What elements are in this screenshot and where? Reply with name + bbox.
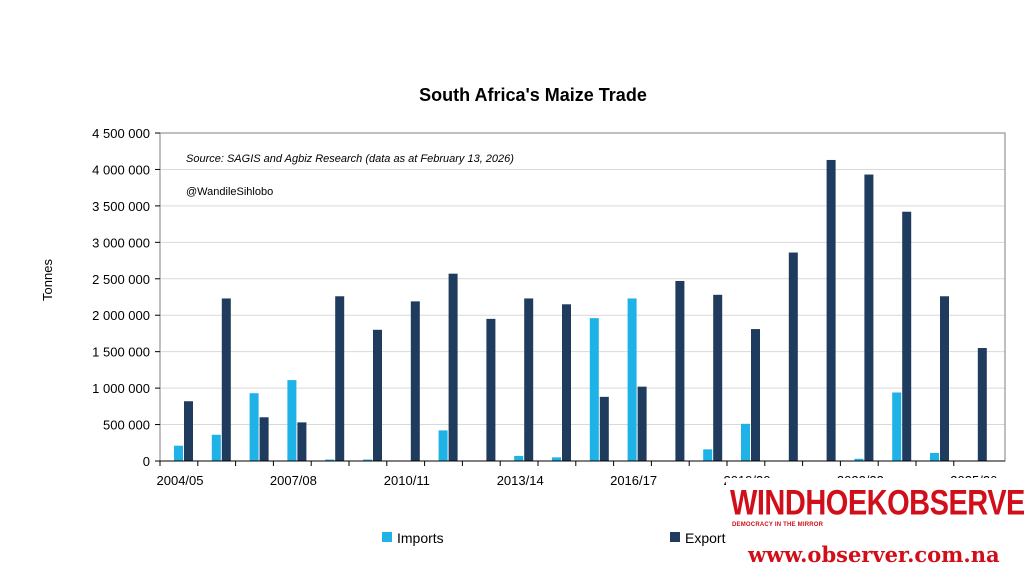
windhoek-observer-watermark: WINDHOEK OBSERVER DEMOCRACY IN THE MIRRO… (726, 478, 1024, 576)
bar-imports (627, 298, 637, 461)
bar-imports (589, 318, 599, 461)
bar-exports (788, 252, 798, 461)
watermark-url: www.observer.com.na (748, 542, 1000, 567)
bar-exports (599, 396, 609, 461)
y-tick-label: 4 000 000 (92, 162, 150, 177)
y-tick-label: 0 (143, 454, 150, 469)
x-tick-label: 2013/14 (497, 473, 544, 488)
bar-imports (438, 430, 448, 461)
y-tick-label: 3 500 000 (92, 199, 150, 214)
bar-imports (325, 459, 335, 461)
bar-exports (940, 296, 949, 461)
bar-exports (826, 159, 836, 462)
bar-exports (977, 348, 987, 461)
bar-imports (854, 458, 864, 461)
bar-exports (675, 280, 685, 461)
author-handle: @WandileSihlobo (186, 186, 273, 198)
bar-imports (287, 380, 297, 461)
bars (174, 159, 987, 462)
y-tick-label: 1 000 000 (92, 381, 150, 396)
y-tick-label: 2 500 000 (92, 272, 150, 287)
bar-exports (864, 174, 874, 461)
bar-exports (410, 301, 420, 461)
bar-imports (363, 459, 372, 461)
watermark-word-right: OBSERVER (887, 484, 1024, 523)
y-tick-label: 500 000 (103, 418, 150, 433)
bar-exports (448, 273, 458, 461)
bar-imports (552, 457, 561, 461)
y-tick-label: 4 500 000 (92, 126, 150, 141)
legend: Imports Exports (382, 530, 732, 546)
bar-exports (637, 386, 647, 461)
bar-exports (335, 296, 345, 461)
bar-imports (514, 455, 524, 461)
grid-lines (160, 168, 1005, 426)
bar-imports (930, 452, 939, 461)
x-tick-label: 2007/08 (270, 473, 317, 488)
watermark-brand: WINDHOEK OBSERVER (730, 484, 1024, 524)
y-tick-label: 1 500 000 (92, 345, 150, 360)
bar-imports (741, 423, 750, 461)
bar-exports (297, 422, 307, 461)
bar-imports (174, 445, 183, 461)
watermark-tagline: DEMOCRACY IN THE MIRROR (732, 522, 824, 528)
y-tick-label: 3 000 000 (92, 235, 150, 250)
bar-exports (259, 417, 269, 461)
plot-area (159, 132, 1006, 462)
legend-label-imports: Imports (397, 530, 444, 546)
legend-label-exports: Exports (685, 530, 732, 546)
bar-imports (211, 434, 221, 461)
bar-imports (703, 449, 713, 461)
bar-exports (713, 294, 723, 461)
chart-title: South Africa's Maize Trade (419, 85, 647, 105)
bar-exports (184, 401, 193, 461)
bar-imports (892, 392, 902, 461)
source-note: Source: SAGIS and Agbiz Research (data a… (186, 153, 514, 165)
bar-exports (562, 304, 571, 461)
x-tick-label: 2004/05 (157, 473, 204, 488)
bar-exports (524, 298, 534, 461)
y-axis: 0 500 000 1 000 000 1 500 000 2 000 000 2 500… (92, 126, 160, 469)
bar-exports (373, 329, 382, 461)
legend-swatch-imports (382, 532, 392, 542)
watermark-word-left: WINDHOEK (730, 484, 888, 523)
legend-swatch-exports (670, 532, 680, 542)
bar-exports (751, 329, 760, 461)
y-tick-label: 2 000 000 (92, 308, 150, 323)
x-tick-label: 2010/11 (384, 473, 430, 488)
y-axis-label: Tonnes (40, 259, 55, 301)
bar-exports (902, 211, 912, 461)
bar-exports (221, 298, 231, 461)
bar-exports (486, 318, 496, 461)
x-tick-label: 2016/17 (610, 473, 657, 488)
bar-imports (249, 393, 259, 461)
